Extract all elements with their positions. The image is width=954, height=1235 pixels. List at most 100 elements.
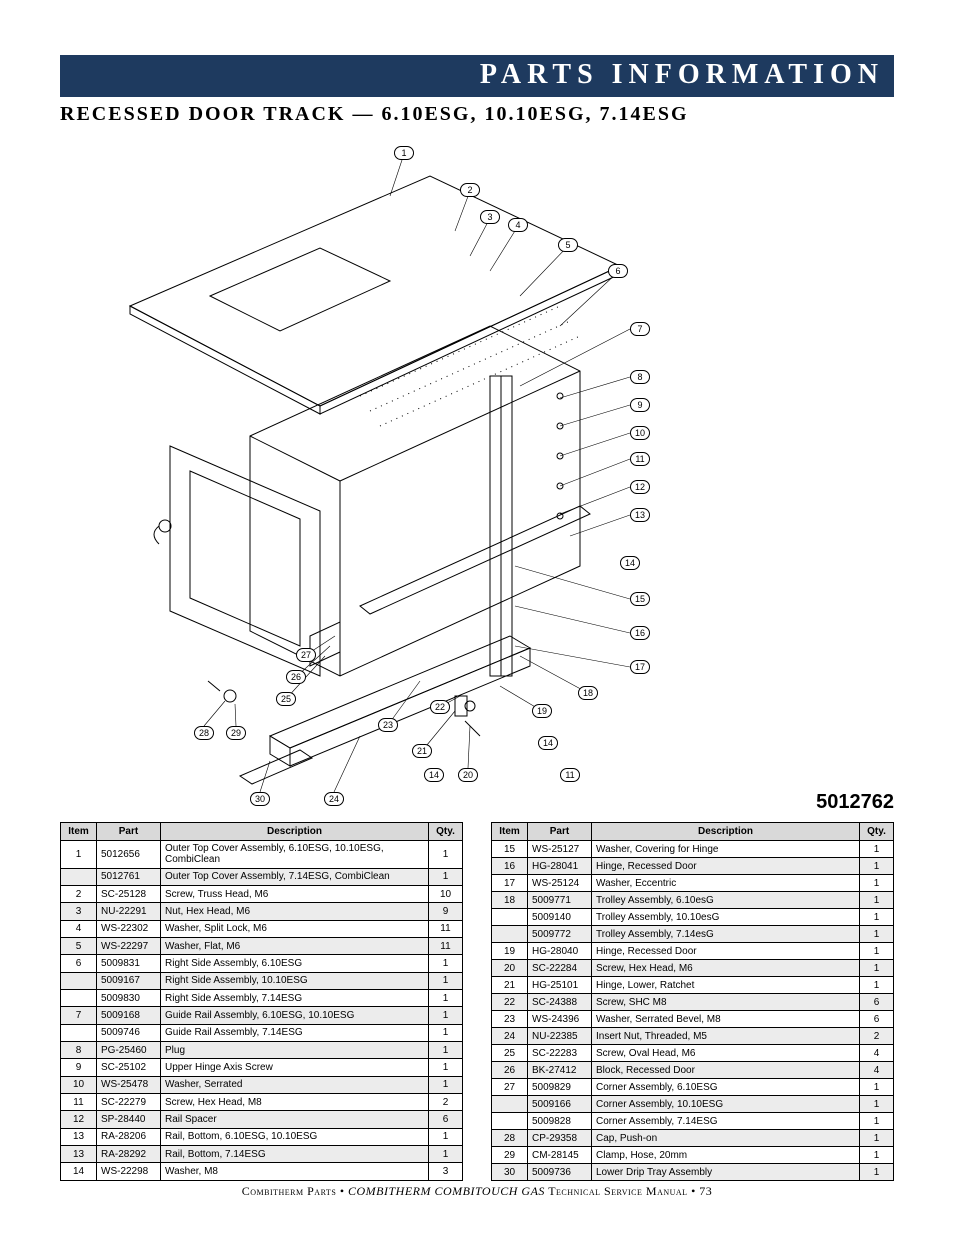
cell-item: 18 <box>492 892 528 909</box>
table-row: 13RA-28206Rail, Bottom, 6.10ESG, 10.10ES… <box>61 1128 463 1145</box>
cell-desc: Right Side Assembly, 6.10ESG <box>161 955 429 972</box>
cell-desc: Corner Assembly, 7.14ESG <box>592 1113 860 1130</box>
cell-item: 17 <box>492 875 528 892</box>
cell-part: 5009167 <box>97 972 161 989</box>
table-row: 5009828Corner Assembly, 7.14ESG1 <box>492 1113 894 1130</box>
cell-item <box>492 1113 528 1130</box>
cell-part: 5012656 <box>97 841 161 869</box>
callout-22: 22 <box>430 700 450 714</box>
cell-qty: 1 <box>860 1113 894 1130</box>
table-row: 5009166Corner Assembly, 10.10ESG1 <box>492 1096 894 1113</box>
cell-qty: 4 <box>860 1045 894 1062</box>
cell-part: 5009830 <box>97 989 161 1006</box>
cell-part: CP-29358 <box>528 1130 592 1147</box>
table-row: 25SC-22283Screw, Oval Head, M64 <box>492 1045 894 1062</box>
table-row: 305009736Lower Drip Tray Assembly1 <box>492 1164 894 1181</box>
assembly-number: 5012762 <box>816 791 894 814</box>
cell-qty: 2 <box>860 1028 894 1045</box>
cell-desc: Screw, Hex Head, M8 <box>161 1094 429 1111</box>
callout-24: 24 <box>324 792 344 806</box>
cell-desc: Rail, Bottom, 7.14ESG <box>161 1146 429 1163</box>
callout-20: 20 <box>458 768 478 782</box>
page-banner: PARTS INFORMATION <box>60 55 894 97</box>
col-qty: Qty. <box>429 823 463 841</box>
cell-item: 30 <box>492 1164 528 1181</box>
table-row: 8PG-25460Plug1 <box>61 1042 463 1059</box>
cell-part: RA-28206 <box>97 1128 161 1145</box>
cell-part: WS-22298 <box>97 1163 161 1181</box>
cell-part: WS-22297 <box>97 937 161 954</box>
cell-qty: 1 <box>429 972 463 989</box>
callout-13: 13 <box>630 508 650 522</box>
cell-desc: Trolley Assembly, 6.10esG <box>592 892 860 909</box>
table-row: 9SC-25102Upper Hinge Axis Screw1 <box>61 1059 463 1076</box>
table-row: 12SP-28440Rail Spacer6 <box>61 1111 463 1128</box>
parts-tables: Item Part Description Qty. 15012656Outer… <box>60 822 894 1181</box>
cell-part: 5012761 <box>97 868 161 885</box>
cell-part: 5009828 <box>528 1113 592 1130</box>
cell-item: 1 <box>61 841 97 869</box>
cell-item <box>61 1024 97 1041</box>
cell-qty: 1 <box>860 1147 894 1164</box>
callout-17: 17 <box>630 660 650 674</box>
table-row: 22SC-24388Screw, SHC M86 <box>492 994 894 1011</box>
table-row: 5009746Guide Rail Assembly, 7.14ESG1 <box>61 1024 463 1041</box>
cell-desc: Insert Nut, Threaded, M5 <box>592 1028 860 1045</box>
cell-part: NU-22385 <box>528 1028 592 1045</box>
table-row: 29CM-28145Clamp, Hose, 20mm1 <box>492 1147 894 1164</box>
cell-item: 7 <box>61 1007 97 1024</box>
table-row: 5009830Right Side Assembly, 7.14ESG1 <box>61 989 463 1006</box>
callout-30: 30 <box>250 792 270 806</box>
cell-part: SC-25128 <box>97 885 161 902</box>
cell-part: 5009140 <box>528 909 592 926</box>
cell-part: SC-22284 <box>528 960 592 977</box>
cell-desc: Rail, Bottom, 6.10ESG, 10.10ESG <box>161 1128 429 1145</box>
cell-part: 5009746 <box>97 1024 161 1041</box>
callout-12: 12 <box>630 480 650 494</box>
cell-item <box>61 972 97 989</box>
cell-qty: 1 <box>860 1096 894 1113</box>
cell-item: 23 <box>492 1011 528 1028</box>
cell-part: HG-25101 <box>528 977 592 994</box>
cell-desc: Washer, Split Lock, M6 <box>161 920 429 937</box>
cell-part: WS-24396 <box>528 1011 592 1028</box>
cell-qty: 1 <box>860 875 894 892</box>
callout-26: 26 <box>286 670 306 684</box>
callout-14: 14 <box>620 556 640 570</box>
callout-7: 7 <box>630 322 650 336</box>
callout-29: 29 <box>226 726 246 740</box>
cell-item: 13 <box>61 1128 97 1145</box>
cell-desc: Screw, Hex Head, M6 <box>592 960 860 977</box>
table-row: 16HG-28041Hinge, Recessed Door1 <box>492 858 894 875</box>
cell-part: 5009771 <box>528 892 592 909</box>
table-row: 21HG-25101Hinge, Lower, Ratchet1 <box>492 977 894 994</box>
table-row: 5009772Trolley Assembly, 7.14esG1 <box>492 926 894 943</box>
parts-table-left: Item Part Description Qty. 15012656Outer… <box>60 822 463 1181</box>
callout-21: 21 <box>412 744 432 758</box>
callout-14: 14 <box>424 768 444 782</box>
page-subtitle: RECESSED DOOR TRACK — 6.10ESG, 10.10ESG,… <box>60 103 894 126</box>
col-desc: Description <box>592 823 860 841</box>
cell-qty: 1 <box>860 892 894 909</box>
cell-desc: Washer, Covering for Hinge <box>592 841 860 858</box>
table-row: 2SC-25128Screw, Truss Head, M610 <box>61 885 463 902</box>
cell-qty: 1 <box>860 841 894 858</box>
callout-15: 15 <box>630 592 650 606</box>
cell-desc: Washer, Flat, M6 <box>161 937 429 954</box>
cell-qty: 1 <box>860 960 894 977</box>
table-row: 15012656Outer Top Cover Assembly, 6.10ES… <box>61 841 463 869</box>
cell-qty: 1 <box>429 989 463 1006</box>
cell-desc: Lower Drip Tray Assembly <box>592 1164 860 1181</box>
cell-part: SC-25102 <box>97 1059 161 1076</box>
cell-item: 20 <box>492 960 528 977</box>
cell-desc: Cap, Push-on <box>592 1130 860 1147</box>
col-item: Item <box>492 823 528 841</box>
table-row: 4WS-22302Washer, Split Lock, M611 <box>61 920 463 937</box>
cell-part: SC-22279 <box>97 1094 161 1111</box>
cell-item <box>492 1096 528 1113</box>
cell-qty: 6 <box>860 994 894 1011</box>
cell-desc: Outer Top Cover Assembly, 7.14ESG, Combi… <box>161 868 429 885</box>
callout-16: 16 <box>630 626 650 640</box>
callout-5: 5 <box>558 238 578 252</box>
cell-qty: 4 <box>860 1062 894 1079</box>
